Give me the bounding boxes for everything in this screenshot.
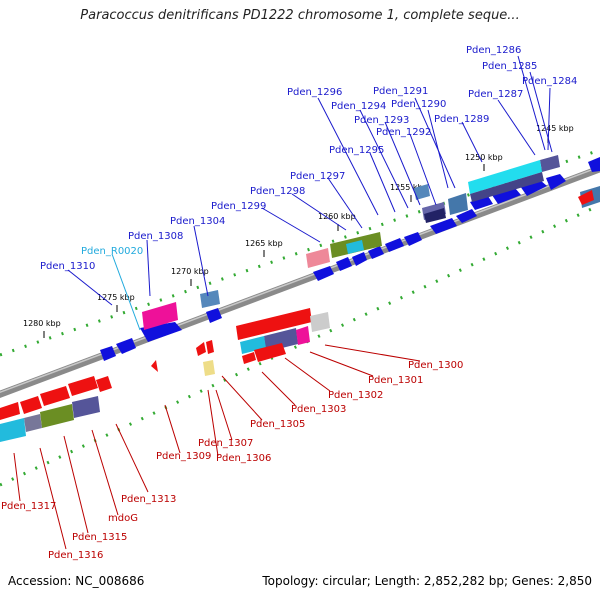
gene-label-pden-1286[interactable]: Pden_1286 <box>466 45 521 56</box>
gene-label-pden-1316[interactable]: Pden_1316 <box>48 550 103 561</box>
tick-label-1275: 1275 kbp <box>97 293 135 302</box>
feature-block[interactable] <box>24 414 42 432</box>
cds-arrow[interactable] <box>313 266 334 281</box>
gene-label-pden-1308[interactable]: Pden_1308 <box>128 231 183 242</box>
gene-label-pden-1293[interactable]: Pden_1293 <box>354 115 409 126</box>
feature-block[interactable] <box>310 312 330 332</box>
forward-feature-blocks <box>200 155 600 308</box>
cds-arrow[interactable] <box>196 342 206 356</box>
gene-label-mdog[interactable]: mdoG <box>108 513 138 524</box>
gene-label-pden-1299[interactable]: Pden_1299 <box>211 201 266 212</box>
topology-text: Topology: circular; Length: 2,852,282 bp… <box>262 574 592 588</box>
gene-label-pden-1305[interactable]: Pden_1305 <box>250 419 305 430</box>
gene-label-pden-1296[interactable]: Pden_1296 <box>287 87 342 98</box>
gene-label-pden-1289[interactable]: Pden_1289 <box>434 114 489 125</box>
feature-block[interactable] <box>448 193 468 215</box>
gene-label-pden-1315[interactable]: Pden_1315 <box>72 532 127 543</box>
gene-label-pden-1285[interactable]: Pden_1285 <box>482 61 537 72</box>
cds-arrow[interactable] <box>254 343 286 362</box>
gene-label-pden-1317[interactable]: Pden_1317 <box>1 501 56 512</box>
feature-block[interactable] <box>414 184 430 200</box>
outer-dot-ring <box>0 148 600 357</box>
feature-block[interactable] <box>203 360 215 376</box>
gene-label-pden-1295[interactable]: Pden_1295 <box>329 145 384 156</box>
cds-arrow[interactable] <box>492 188 521 204</box>
cds-arrow[interactable] <box>404 232 422 246</box>
tick-label-1250: 1250 kbp <box>465 153 503 162</box>
tick-label-1270: 1270 kbp <box>171 267 209 276</box>
cds-arrow[interactable] <box>100 346 116 361</box>
feature-block[interactable] <box>142 302 178 330</box>
cds-arrow[interactable] <box>352 252 367 266</box>
feature-block[interactable] <box>296 326 310 345</box>
cds-arrow[interactable] <box>456 209 477 223</box>
cds-arrow[interactable] <box>116 338 136 354</box>
gene-label-pden-1294[interactable]: Pden_1294 <box>331 101 386 112</box>
gene-label-pden-1291[interactable]: Pden_1291 <box>373 86 428 97</box>
feature-block[interactable] <box>40 404 74 428</box>
cds-arrow[interactable] <box>20 396 42 414</box>
cds-arrow[interactable] <box>206 340 214 354</box>
gene-label-pden-1297[interactable]: Pden_1297 <box>290 171 345 182</box>
feature-block[interactable] <box>72 396 100 418</box>
feature-block[interactable] <box>200 290 220 308</box>
gene-label-pden-1313[interactable]: Pden_1313 <box>121 494 176 505</box>
feature-block[interactable] <box>540 155 560 172</box>
gene-label-pden-1292[interactable]: Pden_1292 <box>376 127 431 138</box>
feature-block[interactable] <box>236 308 312 340</box>
tick-label-1265: 1265 kbp <box>245 239 283 248</box>
feature-block[interactable] <box>0 418 26 442</box>
gene-label-pden-1301[interactable]: Pden_1301 <box>368 375 423 386</box>
gene-label-pden-1306[interactable]: Pden_1306 <box>216 453 271 464</box>
gene-label-pden-1287[interactable]: Pden_1287 <box>468 89 523 100</box>
tick-label-1260: 1260 kbp <box>318 212 356 221</box>
tick-label-1255: 1255 kbp <box>390 183 428 192</box>
rna-leader-line <box>111 253 141 331</box>
cds-arrow[interactable] <box>368 246 384 259</box>
bottom-gene-labels: Pden_1300 Pden_1301 Pden_1302 Pden_1303 … <box>1 360 463 561</box>
tick-label-1245: 1245 kbp <box>536 124 574 133</box>
gene-label-pden-1290[interactable]: Pden_1290 <box>391 99 446 110</box>
top-leader-lines <box>67 55 553 306</box>
cds-arrow[interactable] <box>96 376 112 392</box>
gene-label-pden-1303[interactable]: Pden_1303 <box>291 404 346 415</box>
cds-arrow[interactable] <box>206 308 222 323</box>
feature-block[interactable] <box>470 172 544 202</box>
cds-arrow[interactable] <box>40 386 70 406</box>
gene-label-pden-1284[interactable]: Pden_1284 <box>522 76 577 87</box>
cds-arrow[interactable] <box>242 352 256 364</box>
cds-arrow[interactable] <box>68 376 98 396</box>
cds-arrow[interactable] <box>430 218 457 234</box>
cds-arrow[interactable] <box>470 196 493 210</box>
gene-label-pden-1309[interactable]: Pden_1309 <box>156 451 211 462</box>
chromosome-backbone-highlight <box>0 165 600 394</box>
cds-arrow[interactable] <box>546 174 566 190</box>
gene-label-pden-1307[interactable]: Pden_1307 <box>198 438 253 449</box>
gene-label-pden-1304[interactable]: Pden_1304 <box>170 216 225 227</box>
tick-label-1280: 1280 kbp <box>23 319 61 328</box>
cds-arrow[interactable] <box>151 360 158 372</box>
top-gene-labels: Pden_1286 Pden_1285 Pden_1284 Pden_1291 … <box>40 45 577 272</box>
accession-text: Accession: NC_008686 <box>8 574 145 588</box>
gene-label-pden-1300[interactable]: Pden_1300 <box>408 360 463 371</box>
feature-block[interactable] <box>306 248 330 268</box>
gene-label-pden-1298[interactable]: Pden_1298 <box>250 186 305 197</box>
chromosome-backbone <box>0 165 600 398</box>
gene-label-pden-r0020[interactable]: Pden_R0020 <box>81 246 143 257</box>
cds-arrow[interactable] <box>385 238 404 252</box>
map-title: Paracoccus denitrificans PD1222 chromoso… <box>80 8 520 23</box>
feature-block[interactable] <box>424 208 446 223</box>
cds-arrow[interactable] <box>588 157 600 172</box>
scale-ticks <box>43 136 549 338</box>
feature-block[interactable] <box>346 240 364 254</box>
gene-label-pden-1310[interactable]: Pden_1310 <box>40 261 95 272</box>
bottom-leader-lines <box>13 344 421 550</box>
reverse-cds-track <box>0 190 594 420</box>
feature-block[interactable] <box>468 160 542 194</box>
cds-arrow[interactable] <box>336 257 352 271</box>
cds-arrow[interactable] <box>0 402 20 420</box>
cds-arrow[interactable] <box>578 190 594 205</box>
gene-label-pden-1302[interactable]: Pden_1302 <box>328 390 383 401</box>
